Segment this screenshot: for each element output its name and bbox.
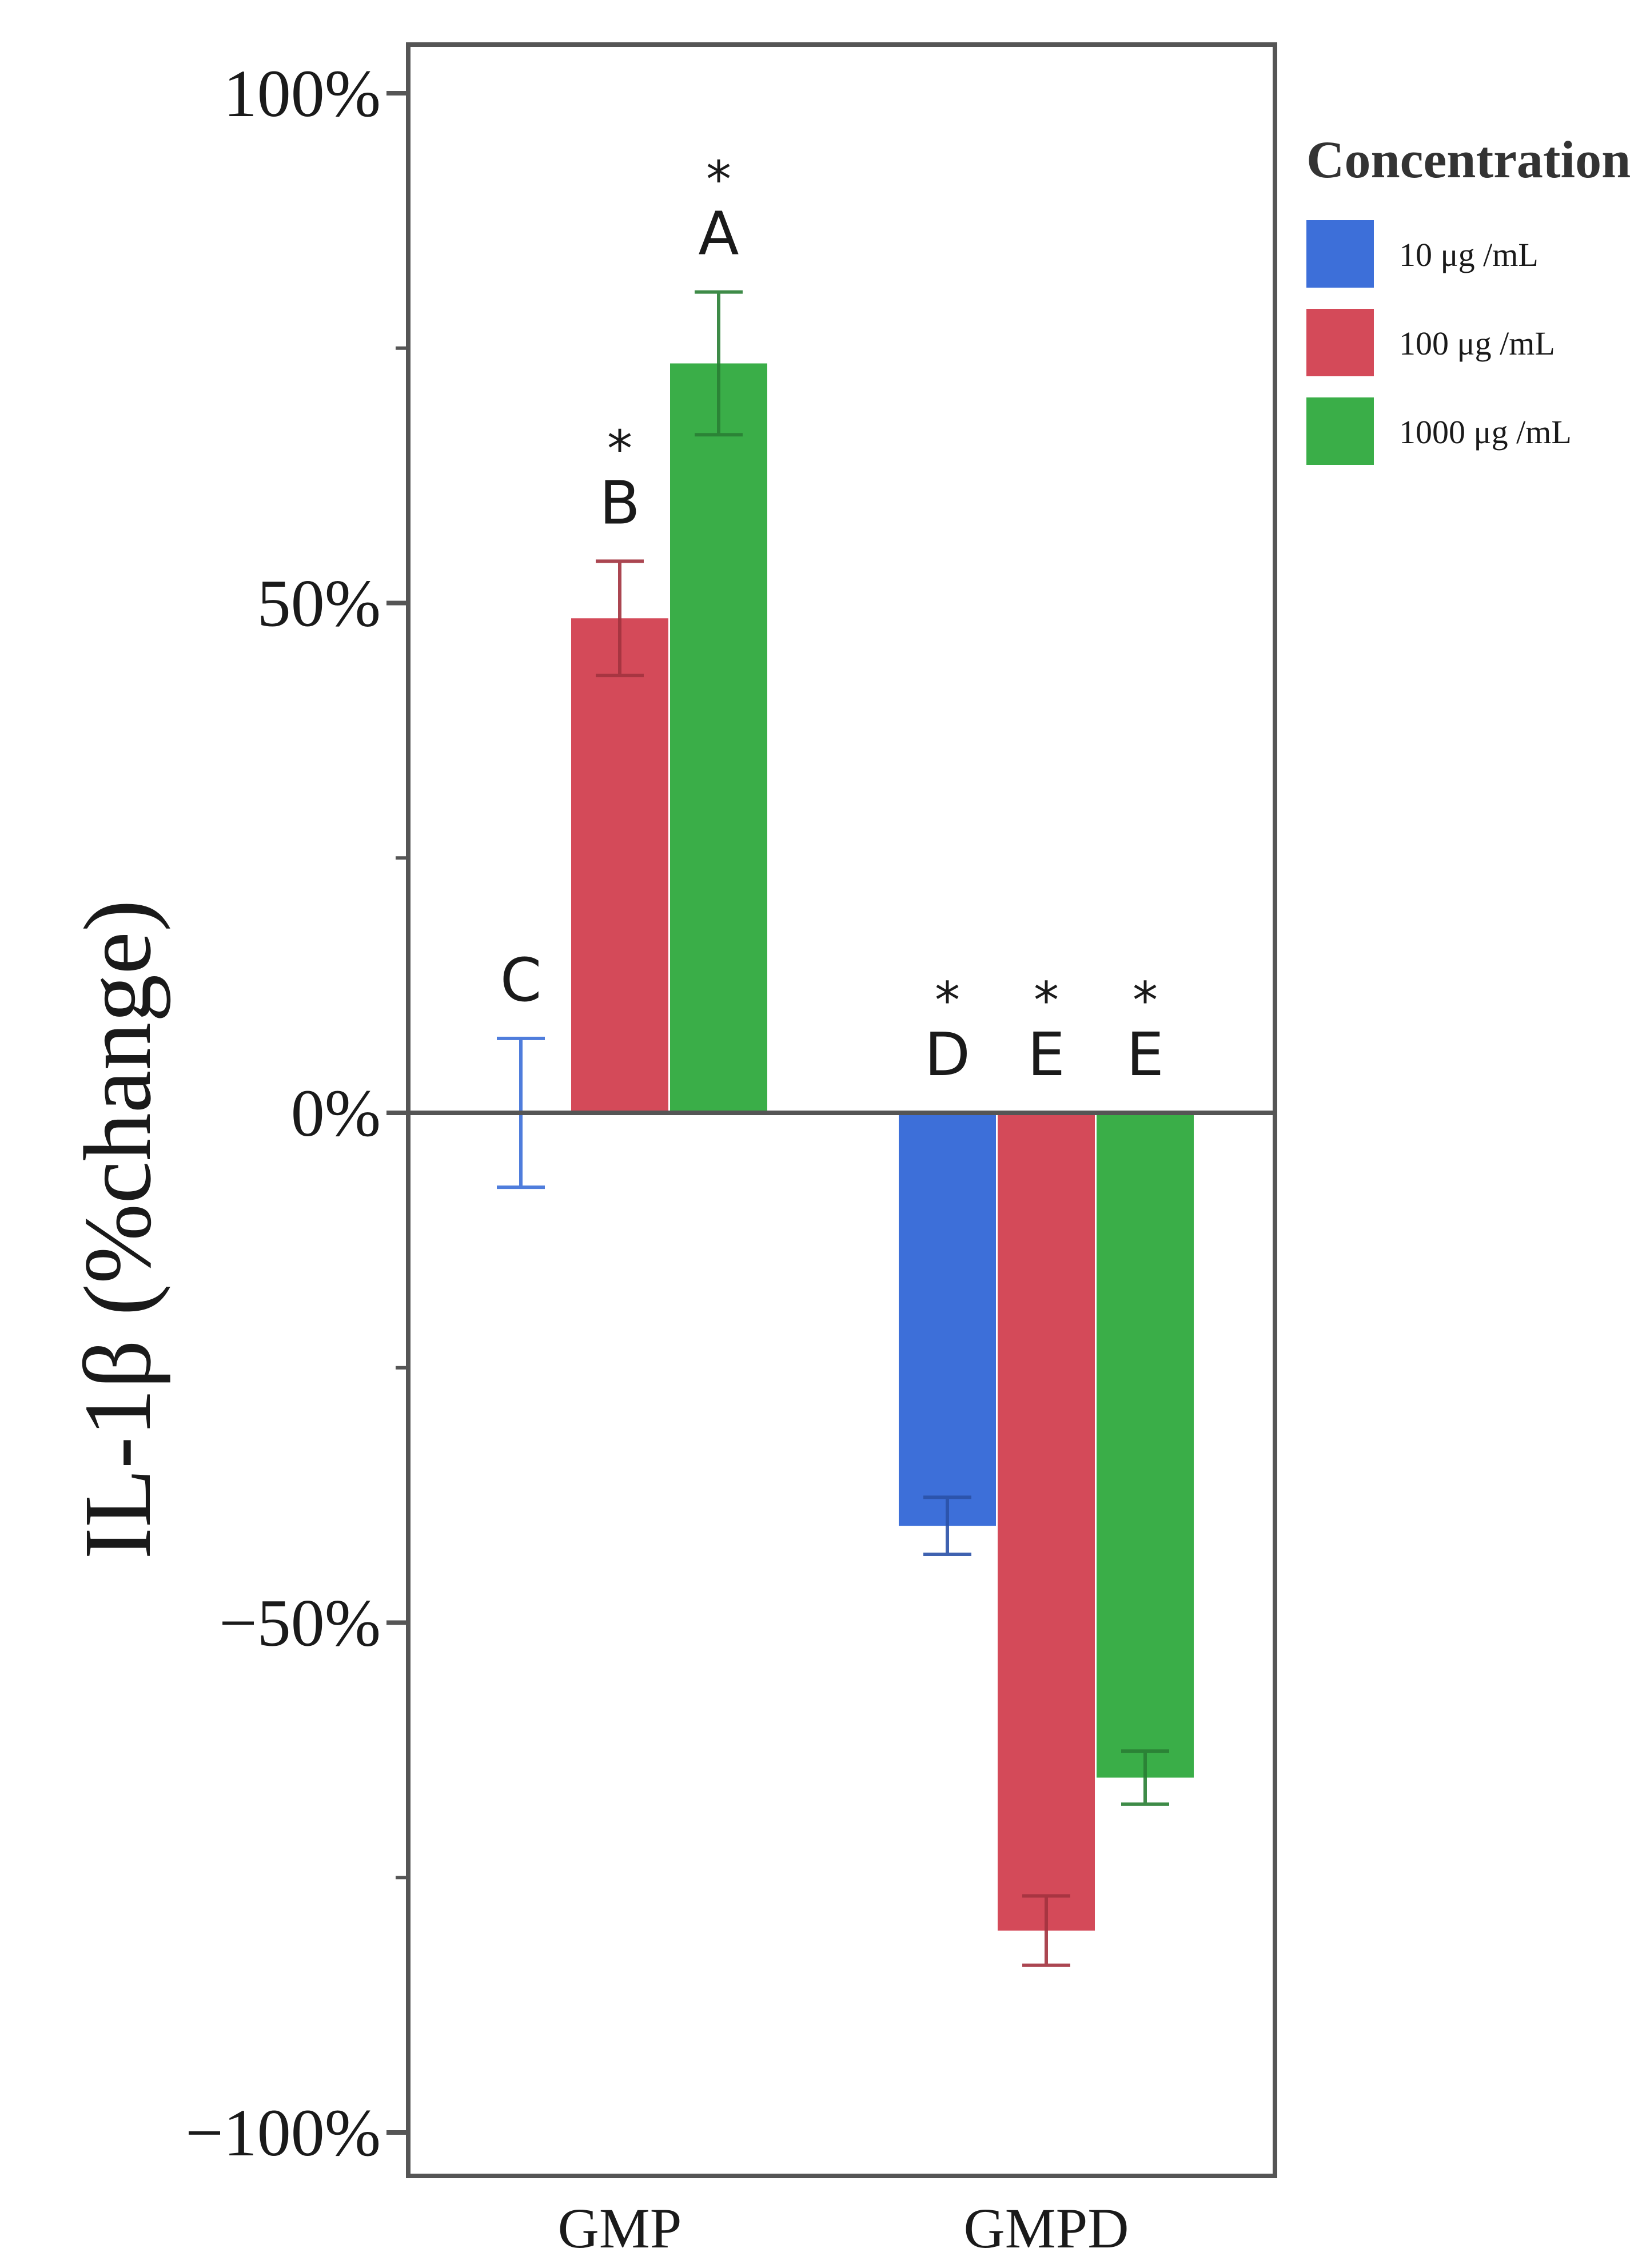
error-bar [695,290,743,437]
significance-letter: D [924,1020,970,1089]
bars-layer [472,363,1194,1931]
error-bar [1121,1749,1169,1806]
bar [899,1113,996,1526]
significance-star: * [706,150,731,209]
legend: Concentration 10 μg /mL 100 μg /mL 1000 μg… [1306,130,1631,465]
y-axis-title: IL-1β (%change) [65,900,171,1559]
y-tick-label: 0% [291,1076,381,1151]
x-tick-label: GMPD [964,2197,1129,2260]
significance-star: * [1133,971,1158,1030]
legend-swatch [1306,397,1374,465]
error-bar [1022,1894,1070,1967]
significance-letter: B [599,468,640,538]
legend-title: Concentration [1306,130,1631,189]
y-tick-label: 100% [224,56,381,131]
x-tick-label: GMP [558,2197,682,2260]
error-bars-layer [497,290,1169,1967]
legend-swatch [1306,220,1374,288]
error-bar [923,1495,971,1557]
significance-letter: A [698,199,739,269]
legend-label: 10 μg /mL [1399,236,1539,273]
legend-label: 1000 μg /mL [1399,413,1572,451]
y-tick-label: −50% [219,1586,381,1661]
error-bar [596,559,644,678]
legend-swatch [1306,309,1374,376]
bar [1097,1113,1194,1778]
significance-star: * [607,419,632,478]
bar [670,363,767,1113]
y-tick-label: −100% [185,2095,381,2170]
significance-star: * [1034,971,1059,1030]
significance-labels-layer: CB*A*D*E*E* [500,150,1164,1089]
x-axis: GMP GMPD [558,2197,1129,2260]
significance-star: * [935,971,960,1030]
y-axis: 100% 50% 0% −50% −100% [185,56,408,2170]
y-tick-label: 50% [257,566,381,641]
bar [571,618,668,1113]
plot-frame [406,42,1277,2178]
legend-label: 100 μg /mL [1399,325,1555,362]
significance-letter: C [500,945,542,1015]
significance-letter: E [1126,1020,1164,1089]
significance-letter: E [1027,1020,1065,1089]
bar [998,1113,1095,1931]
